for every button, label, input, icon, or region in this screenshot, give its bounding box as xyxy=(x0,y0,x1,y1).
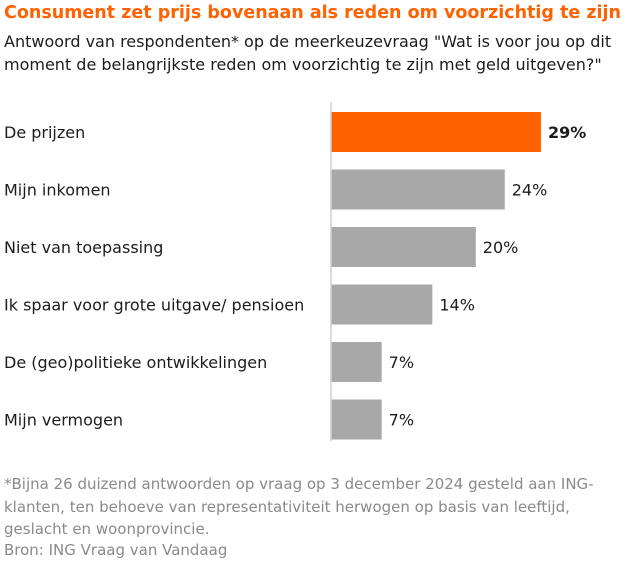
bar-2 xyxy=(331,169,505,210)
bar-chart: De prijzen 29% Mijn inkomen 24% Niet van toe… xyxy=(4,102,586,441)
category-label-2: Mijn inkomen xyxy=(4,181,111,200)
bar-1 xyxy=(331,112,541,152)
value-label-6: 7% xyxy=(389,411,414,430)
bar-6 xyxy=(331,399,382,440)
category-label-6: Mijn vermogen xyxy=(4,411,123,430)
category-label-4: Ik spaar voor grote uitgave/ pensioen xyxy=(4,296,304,315)
value-label-1: 29% xyxy=(548,123,586,142)
value-label-4: 14% xyxy=(439,296,475,315)
value-label-5: 7% xyxy=(389,353,414,372)
footnote: *Bijna 26 duizend antwoorden op vraag op… xyxy=(4,475,594,538)
bar-4 xyxy=(331,284,433,325)
value-label-2: 24% xyxy=(512,181,548,200)
category-label-1: De prijzen xyxy=(4,123,85,142)
chart-subtitle: Antwoord van respondenten* op de meerkeu… xyxy=(4,32,612,74)
value-label-3: 20% xyxy=(483,238,519,257)
category-label-5: De (geo)politieke ontwikkelingen xyxy=(4,353,267,372)
source-note: Bron: ING Vraag van Vandaag xyxy=(4,541,228,559)
bar-5 xyxy=(331,342,382,382)
bar-3 xyxy=(331,227,476,267)
chart-title: Consument zet prijs bovenaan als reden o… xyxy=(4,3,622,23)
category-label-3: Niet van toepassing xyxy=(4,238,163,257)
